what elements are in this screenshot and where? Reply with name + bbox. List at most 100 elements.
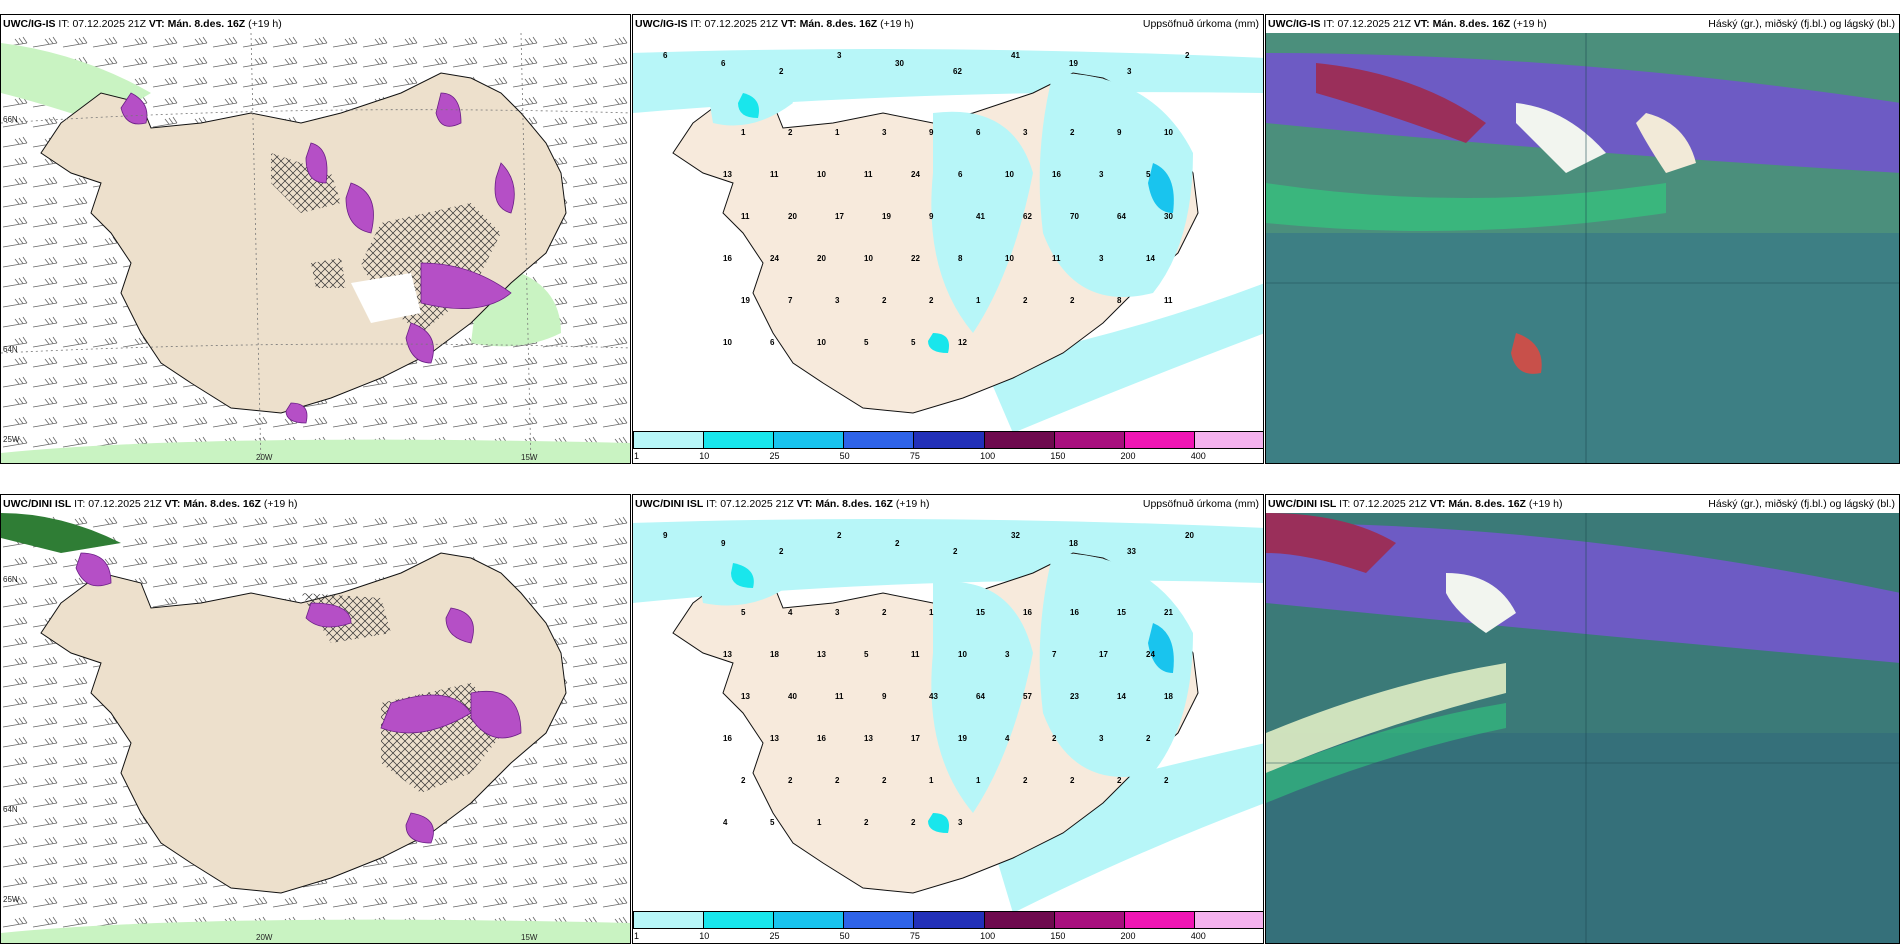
precip-value-label: 10: [817, 338, 826, 347]
precip-value-label: 1: [741, 128, 746, 137]
precip-value-label: 3: [1099, 170, 1104, 179]
colorbar-swatch: [914, 912, 985, 928]
colorbar-tick-label: 100: [980, 931, 996, 941]
colorbar-tick-label: 75: [909, 931, 920, 941]
precip-value-label: 2: [882, 608, 887, 617]
colorbar-swatch: [984, 432, 1055, 448]
precip-value-label: 1: [976, 776, 981, 785]
precip-value-label: 16: [817, 734, 826, 743]
colorbar-swatch: [1194, 432, 1263, 448]
colorbar-tick-label: 10: [699, 451, 710, 461]
precip-value-label: 2: [788, 128, 793, 137]
colorbar-tick-label: 200: [1120, 451, 1136, 461]
precip-value-label: 62: [953, 67, 962, 76]
panel-3: UWC/IG-IS IT: 07.12.2025 21Z VT: Mán. 8.…: [1265, 14, 1900, 464]
colorbar-swatch: [774, 432, 845, 448]
precip-value-label: 13: [723, 170, 732, 179]
precip-value-label: 9: [1117, 128, 1122, 137]
precip-value-label: 21: [1164, 608, 1173, 617]
precip-value-label: 4: [723, 818, 728, 827]
precip-value-label: 4: [1005, 734, 1010, 743]
precip-value-label: 18: [1069, 539, 1078, 548]
panel-4-header: UWC/DINI ISL IT: 07.12.2025 21Z VT: Mán.…: [3, 498, 298, 510]
precip-value-label: 62: [1023, 212, 1032, 221]
precip-value-label: 9: [721, 539, 726, 548]
colorbar-tick-label: 75: [909, 451, 920, 461]
colorbar-swatch: [1124, 432, 1195, 448]
precip-value-label: 2: [837, 531, 842, 540]
precip-value-label: 11: [741, 212, 750, 221]
precip-value-label: 13: [723, 650, 732, 659]
precip-value-label: 2: [835, 776, 840, 785]
precip-value-label: 16: [723, 254, 732, 263]
precip-value-label: 2: [1164, 776, 1169, 785]
precip-value-label: 8: [1117, 296, 1122, 305]
colorbar-tick-label: 150: [1050, 931, 1066, 941]
precip-value-label: 3: [1099, 734, 1104, 743]
precip-value-label: 8: [958, 254, 963, 263]
precip-value-label: 6: [770, 338, 775, 347]
precip-value-label: 6: [721, 59, 726, 68]
cloud-map-bottom: [1266, 513, 1899, 943]
precip-value-label: 5: [911, 338, 916, 347]
panel-3-header: UWC/IG-IS IT: 07.12.2025 21Z VT: Mán. 8.…: [1268, 18, 1547, 30]
colorbar-swatch: [634, 432, 705, 448]
precip-value-label: 17: [911, 734, 920, 743]
precip-value-label: 19: [958, 734, 967, 743]
precip-value-label: 2: [953, 547, 958, 556]
colorbar-swatch: [1054, 912, 1125, 928]
precip-value-label: 17: [835, 212, 844, 221]
precip-value-label: 33: [1127, 547, 1136, 556]
precip-value-label: 3: [837, 51, 842, 60]
precip-value-label: 15: [976, 608, 985, 617]
colorbar-swatch: [704, 432, 775, 448]
precip-value-label: 5: [741, 608, 746, 617]
panel-3-title: Háský (gr.), miðský (fj.bl.) og lágský (…: [1708, 18, 1895, 30]
precip-value-label: 19: [1069, 59, 1078, 68]
precip-value-label: 20: [1185, 531, 1194, 540]
precip-value-label: 13: [864, 734, 873, 743]
precip-value-label: 17: [1099, 650, 1108, 659]
colorbar-tick-label: 10: [699, 931, 710, 941]
lon-label-20: 20W: [256, 933, 273, 942]
colorbar-tick-label: 400: [1190, 451, 1206, 461]
precip-value-label: 12: [958, 338, 967, 347]
precip-value-label: 2: [741, 776, 746, 785]
precip-value-label: 2: [1070, 776, 1075, 785]
precip-value-label: 3: [1005, 650, 1010, 659]
precip-value-label: 1: [929, 608, 934, 617]
precip-value-label: 2: [788, 776, 793, 785]
colorbar-tick-label: 25: [769, 931, 780, 941]
precip-colorbar-ticks-bottom: 1 10 25 50 75 100 150 200 400: [633, 931, 1263, 943]
precip-value-label: 5: [770, 818, 775, 827]
panel-6: UWC/DINI ISL IT: 07.12.2025 21Z VT: Mán.…: [1265, 494, 1900, 944]
colorbar-swatch: [1124, 912, 1195, 928]
panel-4: UWC/DINI ISL IT: 07.12.2025 21Z VT: Mán.…: [0, 494, 631, 944]
colorbar-swatch: [844, 912, 915, 928]
panel-1: UWC/IG-IS IT: 07.12.2025 21Z VT: Mán. 8.…: [0, 14, 631, 464]
precip-value-label: 10: [1005, 170, 1014, 179]
precip-value-label: 1: [929, 776, 934, 785]
precip-value-label: 11: [911, 650, 920, 659]
precip-value-label: 15: [1117, 608, 1126, 617]
iceland-land: [40, 72, 567, 414]
precip-value-label: 19: [741, 296, 750, 305]
precip-value-label: 6: [958, 170, 963, 179]
precip-value-label: 2: [911, 818, 916, 827]
precip-value-label: 11: [1052, 254, 1061, 263]
precip-value-label: 18: [1164, 692, 1173, 701]
colorbar-tick-label: 100: [980, 451, 996, 461]
colorbar-swatch: [774, 912, 845, 928]
precip-value-label: 11: [1164, 296, 1173, 305]
lat-label-66: 66N: [3, 575, 18, 584]
precip-colorbar-ticks-top: 1 10 25 50 75 100 150 200 400: [633, 451, 1263, 463]
precip-value-label: 10: [723, 338, 732, 347]
panel-2-title: Uppsöfnuð úrkoma (mm): [1142, 18, 1259, 30]
precip-value-label: 40: [788, 692, 797, 701]
panel-2-header: UWC/IG-IS IT: 07.12.2025 21Z VT: Mán. 8.…: [635, 18, 914, 30]
panel-5: UWC/DINI ISL IT: 07.12.2025 21Z VT: Mán.…: [632, 494, 1264, 944]
colorbar-swatch: [634, 912, 705, 928]
precip-value-label: 24: [1146, 650, 1155, 659]
